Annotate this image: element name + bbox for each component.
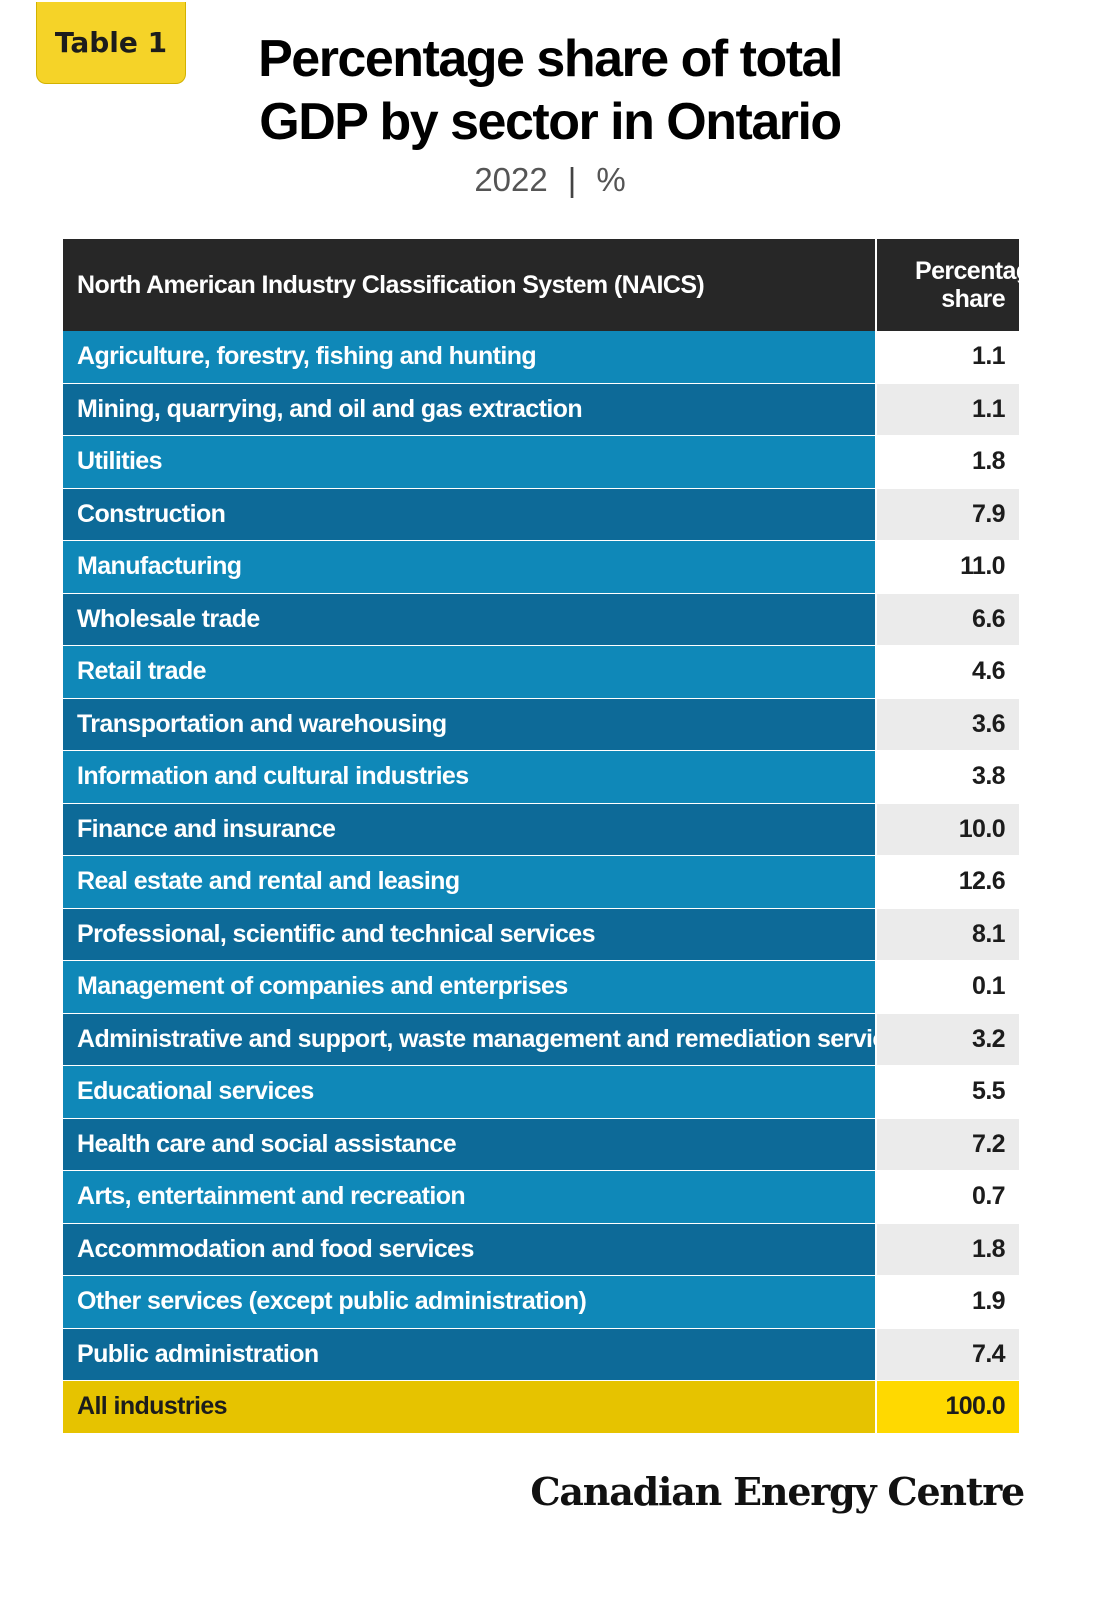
sector-name-cell: Other services (except public administra… xyxy=(63,1275,876,1329)
percentage-share-cell: 6.6 xyxy=(875,593,1019,646)
percentage-share-cell: 1.1 xyxy=(875,331,1019,384)
table-row: Educational services 5.5 xyxy=(63,1065,1019,1119)
table-row: Manufacturing 11.0 xyxy=(63,540,1019,594)
percentage-share-cell: 1.1 xyxy=(875,383,1019,436)
table-row: Mining, quarrying, and oil and gas extra… xyxy=(63,383,1019,436)
sector-name-cell: Mining, quarrying, and oil and gas extra… xyxy=(63,383,876,436)
table-row: Utilities 1.8 xyxy=(63,435,1019,489)
total-row: All industries 100.0 xyxy=(63,1380,1019,1434)
percentage-share-cell: 7.2 xyxy=(875,1118,1019,1171)
sector-name-cell: Agriculture, forestry, fishing and hunti… xyxy=(63,331,876,384)
chart-subtitle: 2022 |% xyxy=(200,160,900,200)
percentage-share-cell: 11.0 xyxy=(875,540,1019,594)
percentage-share-cell: 1.9 xyxy=(875,1275,1019,1329)
sector-name-cell: Real estate and rental and leasing xyxy=(63,855,876,909)
sector-name-cell: Finance and insurance xyxy=(63,803,876,856)
chart-title-line-2: GDP by sector in Ontario xyxy=(259,93,842,151)
percentage-share-cell: 7.9 xyxy=(875,488,1019,541)
sector-name-cell: Retail trade xyxy=(63,645,876,699)
table-row: Construction 7.9 xyxy=(63,488,1019,541)
sector-name-cell: Transportation and warehousing xyxy=(63,698,876,751)
sector-name-cell: Information and cultural industries xyxy=(63,750,876,804)
table-row: Wholesale trade 6.6 xyxy=(63,593,1019,646)
sector-name-cell: Management of companies and enterprises xyxy=(63,960,876,1014)
percentage-share-cell: 1.8 xyxy=(875,435,1019,489)
sector-name-cell: Utilities xyxy=(63,435,876,489)
percentage-share-cell: 8.1 xyxy=(875,908,1019,961)
percentage-share-cell: 0.1 xyxy=(875,960,1019,1014)
percentage-share-cell: 12.6 xyxy=(875,855,1019,909)
percentage-share-cell: 3.8 xyxy=(875,750,1019,804)
subtitle-separator: | xyxy=(567,161,577,198)
table-row: Finance and insurance 10.0 xyxy=(63,803,1019,856)
sector-name-cell: Health care and social assistance xyxy=(63,1118,876,1171)
sector-name-cell: Public administration xyxy=(63,1328,876,1381)
percentage-share-cell: 4.6 xyxy=(875,645,1019,699)
table-header-row: North American Industry Classification S… xyxy=(63,239,1044,331)
percentage-share-cell: 10.0 xyxy=(875,803,1019,856)
table-row: Other services (except public administra… xyxy=(63,1275,1019,1329)
table-row: Real estate and rental and leasing 12.6 xyxy=(63,855,1019,909)
sector-name-cell: Wholesale trade xyxy=(63,593,876,646)
sector-name-cell: Professional, scientific and technical s… xyxy=(63,908,876,961)
header-percentage-share-label: Percentage share xyxy=(915,257,1044,313)
header-sector: North American Industry Classification S… xyxy=(63,239,876,331)
sector-name-cell: Arts, entertainment and recreation xyxy=(63,1170,876,1224)
sector-name-cell: Educational services xyxy=(63,1065,876,1119)
table-row: Accommodation and food services 1.8 xyxy=(63,1223,1019,1276)
table-row: Professional, scientific and technical s… xyxy=(63,908,1019,961)
percentage-share-cell: 1.8 xyxy=(875,1223,1019,1276)
table-row: Retail trade 4.6 xyxy=(63,645,1019,699)
total-label-cell: All industries xyxy=(63,1380,876,1434)
table-row: Management of companies and enterprises 0… xyxy=(63,960,1019,1014)
percentage-share-cell: 3.2 xyxy=(875,1013,1019,1066)
percentage-share-cell: 5.5 xyxy=(875,1065,1019,1119)
table-row: Health care and social assistance 7.2 xyxy=(63,1118,1019,1171)
table-body: Agriculture, forestry, fishing and hunti… xyxy=(63,331,1019,1434)
sector-name-cell: Administrative and support, waste manage… xyxy=(63,1013,876,1066)
table-row: Public administration 7.4 xyxy=(63,1328,1019,1381)
sector-name-cell: Accommodation and food services xyxy=(63,1223,876,1276)
sector-name-cell: Manufacturing xyxy=(63,540,876,594)
total-value-cell: 100.0 xyxy=(875,1380,1019,1434)
percentage-share-cell: 3.6 xyxy=(875,698,1019,751)
chart-title-line-1: Percentage share of total xyxy=(258,30,843,88)
header-percentage-share: Percentage share xyxy=(875,239,1044,331)
table-row: Transportation and warehousing 3.6 xyxy=(63,698,1019,751)
percentage-share-cell: 7.4 xyxy=(875,1328,1019,1381)
percentage-share-cell: 0.7 xyxy=(875,1170,1019,1224)
table-row: Information and cultural industries 3.8 xyxy=(63,750,1019,804)
subtitle-year: 2022 xyxy=(474,161,548,198)
subtitle-unit: % xyxy=(596,161,626,198)
brand-logo-text: Canadian Energy Centre xyxy=(530,1469,1025,1514)
table-number-badge: Table 1 xyxy=(36,2,186,84)
gdp-share-table: North American Industry Classification S… xyxy=(63,239,1044,1434)
sector-name-cell: Construction xyxy=(63,488,876,541)
table-row: Administrative and support, waste manage… xyxy=(63,1013,1019,1066)
chart-title: Percentage share of total GDP by sector … xyxy=(200,28,900,154)
table-row: Arts, entertainment and recreation 0.7 xyxy=(63,1170,1019,1224)
table-row: Agriculture, forestry, fishing and hunti… xyxy=(63,331,1019,384)
